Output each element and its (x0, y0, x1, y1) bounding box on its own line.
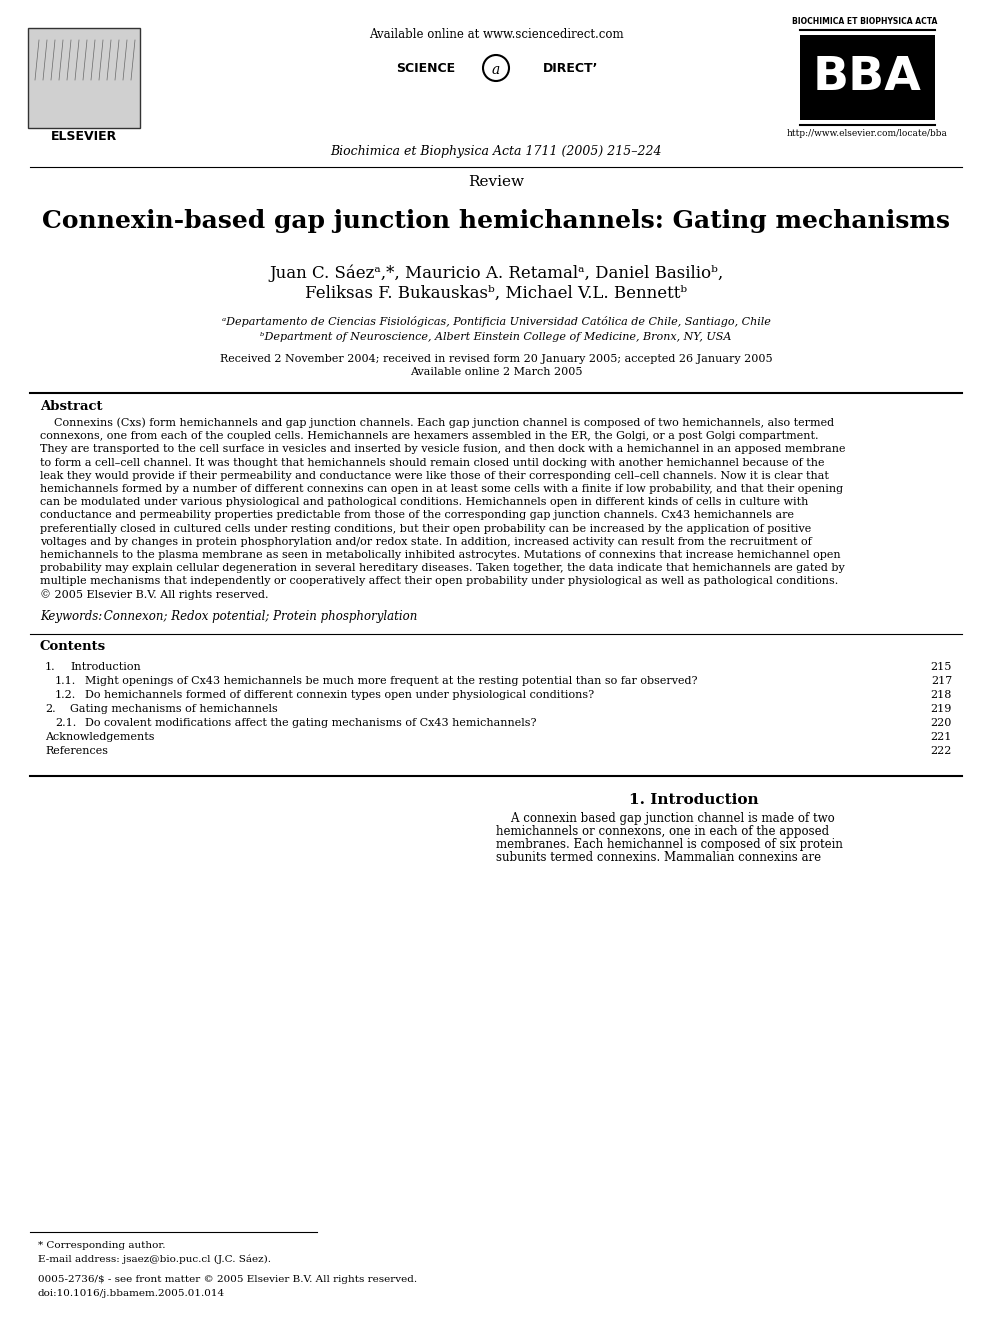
Text: connexons, one from each of the coupled cells. Hemichannels are hexamers assembl: connexons, one from each of the coupled … (40, 431, 818, 441)
Text: Feliksas F. Bukauskasᵇ, Michael V.L. Bennettᵇ: Feliksas F. Bukauskasᵇ, Michael V.L. Ben… (305, 284, 687, 302)
Text: A connexin based gap junction channel is made of two: A connexin based gap junction channel is… (496, 812, 834, 824)
Text: Contents: Contents (40, 640, 106, 652)
Text: Gating mechanisms of hemichannels: Gating mechanisms of hemichannels (70, 704, 278, 714)
Text: 218: 218 (930, 689, 952, 700)
Text: conductance and permeability properties predictable from those of the correspond: conductance and permeability properties … (40, 511, 794, 520)
Text: doi:10.1016/j.bbamem.2005.01.014: doi:10.1016/j.bbamem.2005.01.014 (38, 1289, 225, 1298)
Text: http://www.elsevier.com/locate/bba: http://www.elsevier.com/locate/bba (787, 130, 947, 138)
Text: hemichannels to the plasma membrane as seen in metabolically inhibited astrocyte: hemichannels to the plasma membrane as s… (40, 550, 840, 560)
Text: Abstract: Abstract (40, 400, 102, 413)
Text: Acknowledgements: Acknowledgements (45, 732, 155, 742)
Text: leak they would provide if their permeability and conductance were like those of: leak they would provide if their permeab… (40, 471, 829, 480)
Text: 1.1.: 1.1. (55, 676, 76, 685)
Text: subunits termed connexins. Mammalian connexins are: subunits termed connexins. Mammalian con… (496, 852, 821, 864)
Text: voltages and by changes in protein phosphorylation and/or redox state. In additi: voltages and by changes in protein phosp… (40, 537, 811, 546)
Text: Connexins (Cxs) form hemichannels and gap junction channels. Each gap junction c: Connexins (Cxs) form hemichannels and ga… (40, 418, 834, 429)
Text: DIRECT’: DIRECT’ (543, 62, 598, 75)
Text: BIOCHIMICA ET BIOPHYSICA ACTA: BIOCHIMICA ET BIOPHYSICA ACTA (793, 17, 937, 26)
Text: Keywords:: Keywords: (40, 610, 102, 623)
Text: multiple mechanisms that independently or cooperatively affect their open probab: multiple mechanisms that independently o… (40, 577, 838, 586)
Text: * Corresponding author.: * Corresponding author. (38, 1241, 166, 1250)
Text: 217: 217 (930, 676, 952, 685)
Text: 219: 219 (930, 704, 952, 714)
Bar (28, 28, 140, 128)
Text: ᵇDepartment of Neuroscience, Albert Einstein College of Medicine, Bronx, NY, USA: ᵇDepartment of Neuroscience, Albert Eins… (260, 332, 732, 343)
Text: can be modulated under various physiological and pathological conditions. Hemich: can be modulated under various physiolog… (40, 497, 808, 507)
Text: 1.: 1. (45, 662, 56, 672)
Text: Connexon; Redox potential; Protein phosphorylation: Connexon; Redox potential; Protein phosp… (100, 610, 418, 623)
Text: preferentially closed in cultured cells under resting conditions, but their open: preferentially closed in cultured cells … (40, 524, 811, 533)
Text: to form a cell–cell channel. It was thought that hemichannels should remain clos: to form a cell–cell channel. It was thou… (40, 458, 824, 467)
Bar (800, 34, 935, 120)
Text: 1.2.: 1.2. (55, 689, 76, 700)
Text: ᵃDepartamento de Ciencias Fisiológicas, Pontificia Universidad Católica de Chile: ᵃDepartamento de Ciencias Fisiológicas, … (221, 316, 771, 327)
Text: probability may explain cellular degeneration in several hereditary diseases. Ta: probability may explain cellular degener… (40, 564, 845, 573)
Text: membranes. Each hemichannel is composed of six protein: membranes. Each hemichannel is composed … (496, 839, 843, 851)
Text: BBA: BBA (812, 56, 922, 101)
Text: ELSEVIER: ELSEVIER (51, 130, 117, 143)
Text: 221: 221 (930, 732, 952, 742)
Text: Do hemichannels formed of different connexin types open under physiological cond: Do hemichannels formed of different conn… (85, 689, 594, 700)
Text: 215: 215 (930, 662, 952, 672)
Text: Do covalent modifications affect the gating mechanisms of Cx43 hemichannels?: Do covalent modifications affect the gat… (85, 718, 537, 728)
Text: Might openings of Cx43 hemichannels be much more frequent at the resting potenti: Might openings of Cx43 hemichannels be m… (85, 676, 697, 685)
Text: References: References (45, 746, 108, 755)
Text: 0005-2736/$ - see front matter © 2005 Elsevier B.V. All rights reserved.: 0005-2736/$ - see front matter © 2005 El… (38, 1275, 417, 1285)
Text: Available online at www.sciencedirect.com: Available online at www.sciencedirect.co… (369, 28, 623, 41)
Text: Received 2 November 2004; received in revised form 20 January 2005; accepted 26 : Received 2 November 2004; received in re… (219, 355, 773, 364)
Text: Review: Review (468, 175, 524, 189)
Text: 220: 220 (930, 718, 952, 728)
Text: hemichannels formed by a number of different connexins can open in at least some: hemichannels formed by a number of diffe… (40, 484, 843, 493)
Text: a: a (492, 64, 500, 77)
Text: Introduction: Introduction (70, 662, 141, 672)
Text: © 2005 Elsevier B.V. All rights reserved.: © 2005 Elsevier B.V. All rights reserved… (40, 589, 269, 599)
Text: Available online 2 March 2005: Available online 2 March 2005 (410, 366, 582, 377)
Text: Biochimica et Biophysica Acta 1711 (2005) 215–224: Biochimica et Biophysica Acta 1711 (2005… (330, 146, 662, 157)
Text: SCIENCE: SCIENCE (396, 62, 455, 75)
Text: 2.1.: 2.1. (55, 718, 76, 728)
Text: 2.: 2. (45, 704, 56, 714)
Text: 1. Introduction: 1. Introduction (629, 792, 759, 807)
Text: hemichannels or connexons, one in each of the apposed: hemichannels or connexons, one in each o… (496, 826, 829, 837)
Text: E-mail address: jsaez@bio.puc.cl (J.C. Sáez).: E-mail address: jsaez@bio.puc.cl (J.C. S… (38, 1254, 271, 1263)
Text: Juan C. Sáezᵃ,*, Mauricio A. Retamalᵃ, Daniel Basilioᵇ,: Juan C. Sáezᵃ,*, Mauricio A. Retamalᵃ, D… (269, 265, 723, 282)
Text: They are transported to the cell surface in vesicles and inserted by vesicle fus: They are transported to the cell surface… (40, 445, 845, 454)
Text: 222: 222 (930, 746, 952, 755)
Text: Connexin-based gap junction hemichannels: Gating mechanisms: Connexin-based gap junction hemichannels… (42, 209, 950, 233)
